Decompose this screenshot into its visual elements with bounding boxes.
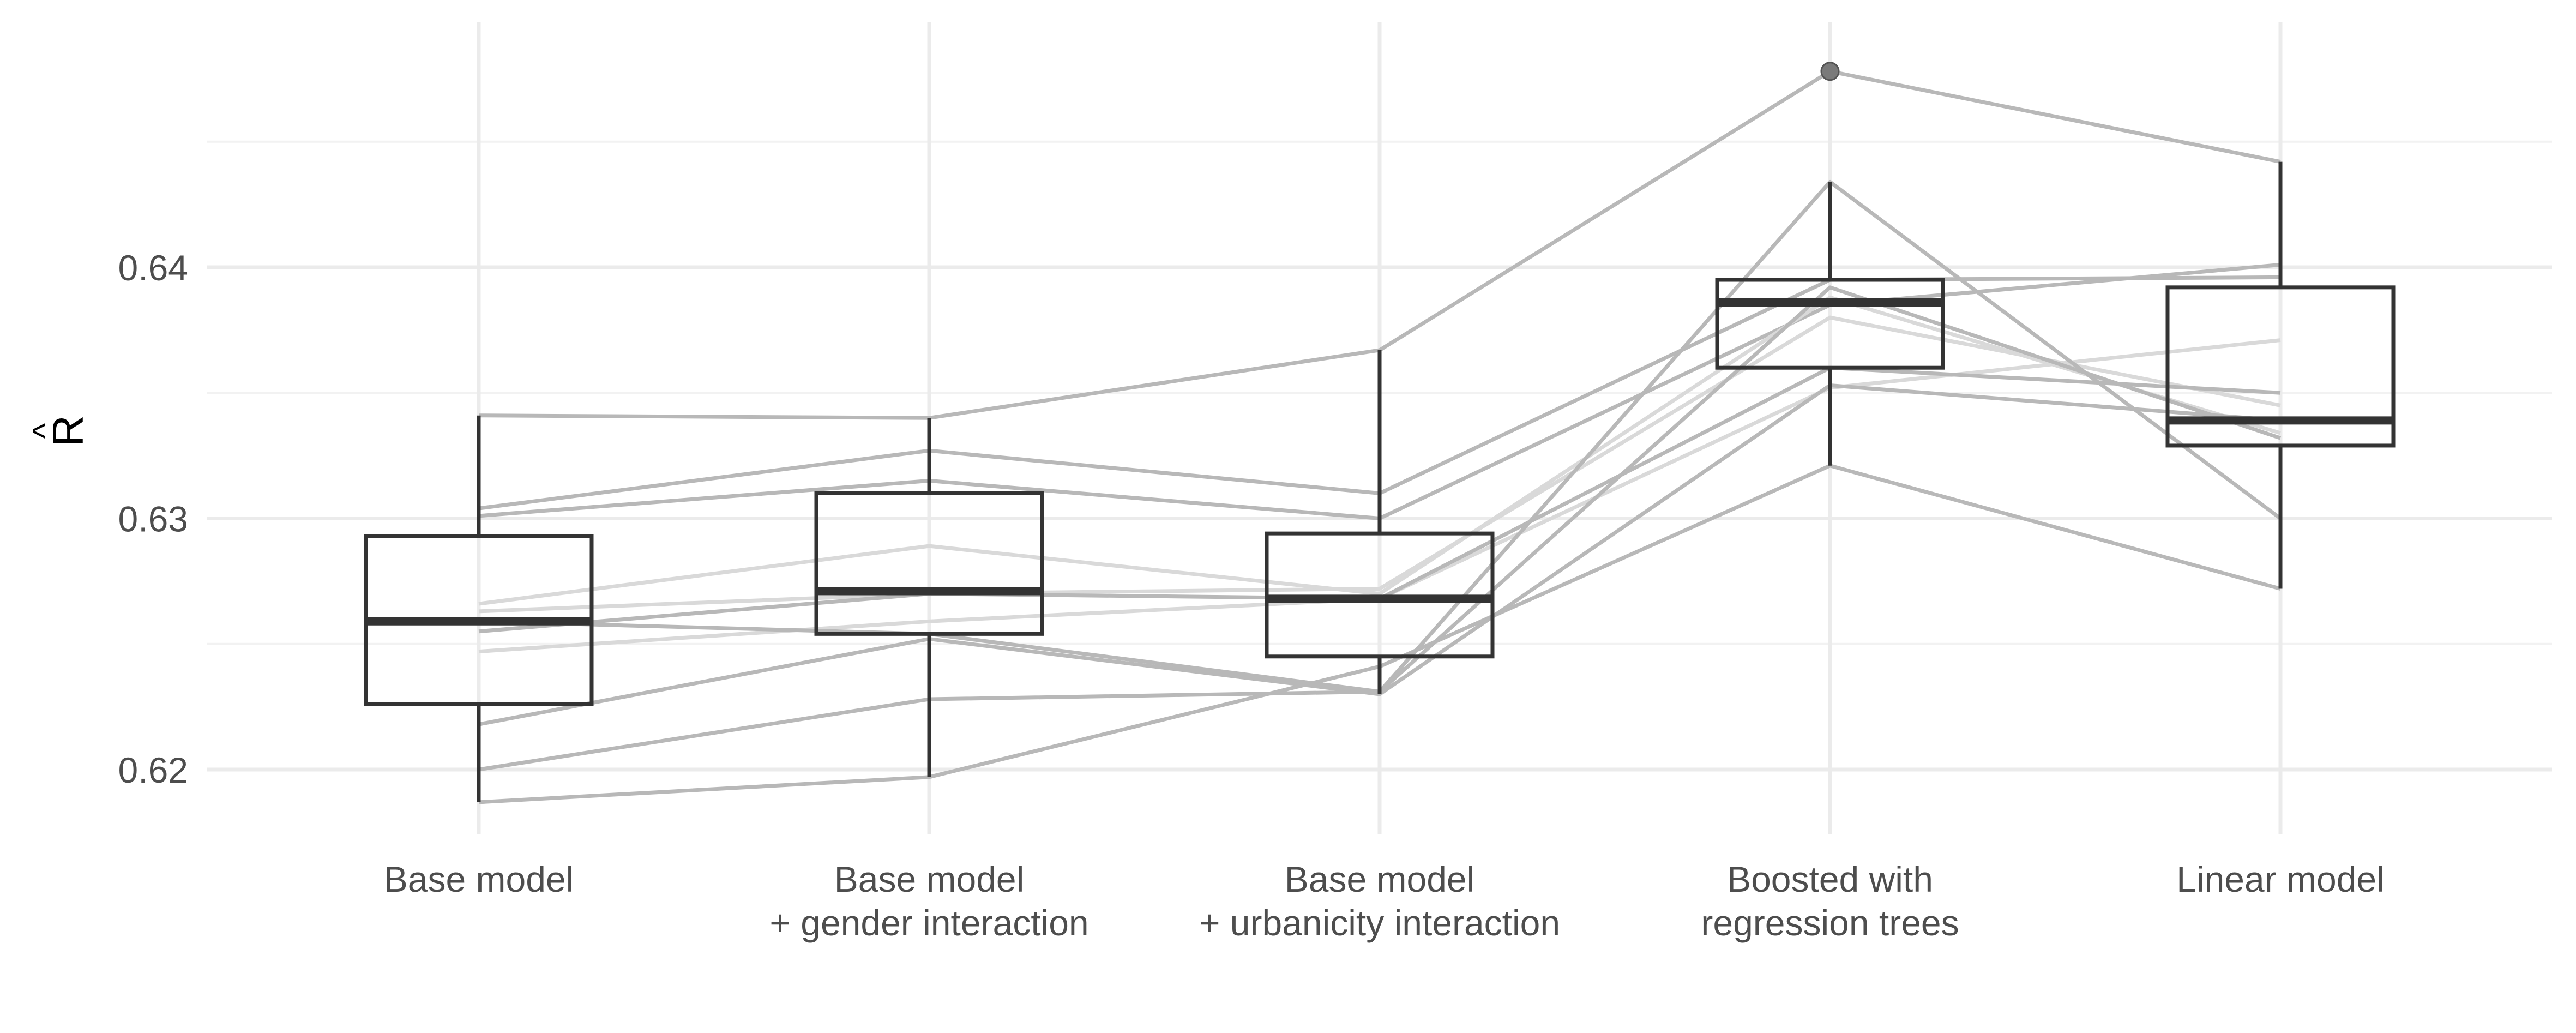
x-tick-label-line: regression trees (1701, 903, 1959, 943)
y-axis-title-letter: R (44, 415, 92, 447)
x-tick-label-line: + urbanicity interaction (1199, 903, 1560, 943)
x-tick-labels: Base model Base model + gender interaction… (384, 859, 2385, 943)
box-4 (1715, 182, 1945, 466)
y-axis-title-hat: ^ (26, 423, 63, 439)
x-tick-label: Boosted with regression trees (1701, 859, 1959, 943)
x-tick-label-line: Base model (384, 859, 574, 899)
x-tick-label: Linear model (2176, 859, 2385, 899)
x-tick-label-line: Base model (834, 859, 1025, 899)
boxes-layer (364, 161, 2396, 802)
box-iqr (814, 491, 1044, 636)
x-tick-label: Base model + gender interaction (769, 859, 1088, 943)
x-tick-label-line: Boosted with (1727, 859, 1933, 899)
y-tick-label: 0.64 (118, 248, 188, 288)
box-iqr (2165, 285, 2396, 448)
x-tick-label-line: + gender interaction (769, 903, 1088, 943)
box-3 (1265, 350, 1495, 694)
outlier-point (1820, 62, 1840, 81)
x-tick-label-line: Base model (1285, 859, 1475, 899)
box-1 (364, 415, 594, 802)
x-tick-label-line: Linear model (2176, 859, 2385, 899)
outliers-layer (1820, 62, 1840, 81)
box-iqr (1715, 278, 1945, 370)
y-tick-label: 0.63 (118, 499, 188, 539)
y-tick-labels: 0.62 0.63 0.64 (118, 248, 188, 790)
paired-line-4 (478, 315, 2281, 614)
x-tick-label: Base model + urbanicity interaction (1199, 859, 1560, 943)
y-tick-label: 0.62 (118, 750, 188, 790)
x-tick-label: Base model (384, 859, 574, 899)
box-5 (2165, 161, 2396, 589)
y-axis-title: R ^ (26, 415, 92, 447)
paired-line-5 (478, 295, 2282, 606)
box-2 (814, 418, 1044, 777)
